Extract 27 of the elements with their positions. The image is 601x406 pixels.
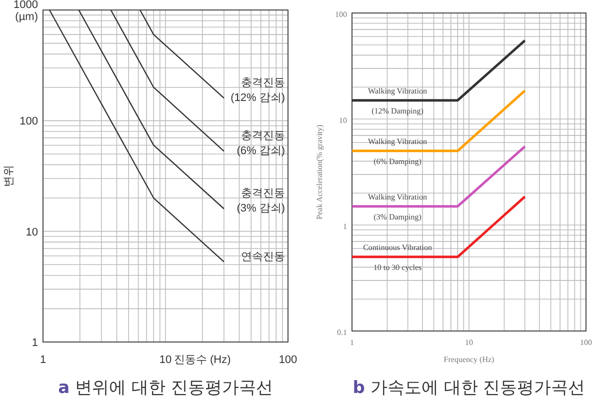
y-tick-label: 1000 (µm)	[14, 0, 38, 23]
y-axis-title: 변위	[3, 165, 15, 187]
x-tick-label: 100	[278, 354, 298, 366]
y-tick-label: 10	[339, 116, 347, 125]
y-axis-title: Peak Acceleration(% gravity)	[315, 124, 324, 220]
x-tick-label: 100	[580, 338, 592, 347]
x-axis-title: 진동수 (Hz)	[174, 354, 231, 366]
text: b 가속도에 대한 진동평가곡선	[352, 378, 586, 398]
text: Continuous Vibration 10 to 30 cycles	[363, 242, 432, 272]
x-tick-label: 1	[40, 354, 46, 366]
text: a 변위에 대한 진동평가곡선	[58, 378, 273, 398]
y-tick-label: 100	[335, 10, 347, 19]
y-tick-label: 10	[26, 226, 38, 238]
series-label: 충격진동 (3% 감쇠)	[236, 188, 285, 215]
y-tick-label: 0.1	[337, 328, 347, 337]
x-tick-label: 1	[350, 338, 354, 347]
x-tick-label: 10	[159, 354, 172, 366]
x-tick-label: 10	[465, 338, 473, 347]
series-label: 연속진동	[241, 250, 285, 263]
text: Walking Vibration (6% Damping)	[368, 136, 428, 166]
series-label: 충격진동 (12% 감쇠)	[230, 77, 285, 104]
text: Walking Vibration (12% Damping)	[368, 86, 428, 116]
x-axis-title: Frequency (Hz)	[444, 355, 495, 364]
text: Walking Vibration (3% Damping)	[368, 192, 428, 222]
y-tick-label: 1	[343, 222, 347, 231]
y-tick-label: 100	[20, 116, 38, 128]
series-label: 충격진동 (6% 감쇠)	[236, 130, 285, 158]
